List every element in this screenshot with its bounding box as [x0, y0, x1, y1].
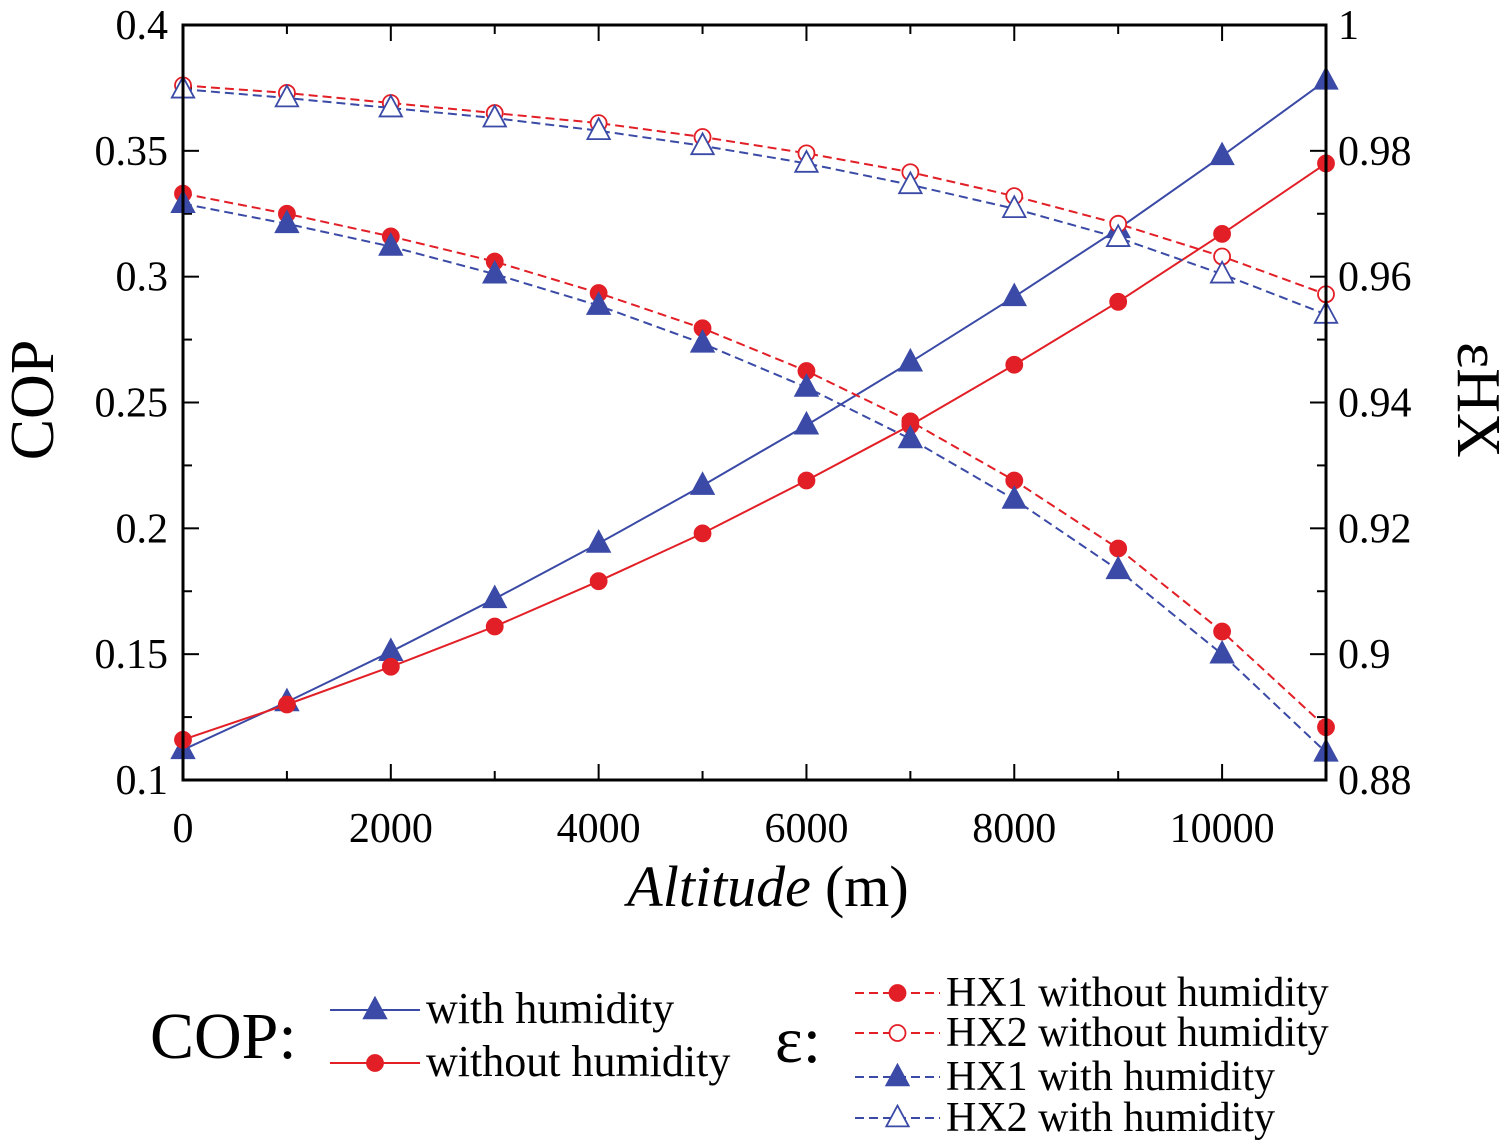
data-point — [793, 149, 820, 173]
data-point — [381, 657, 400, 676]
y-left-tick-label: 0.25 — [95, 381, 169, 427]
data-point — [585, 291, 612, 315]
data-point — [585, 116, 612, 141]
legend-marker — [888, 984, 907, 1002]
y-right-tick-label: 0.96 — [1338, 255, 1412, 301]
legend-epsilon-item: HX1 without humidity — [946, 970, 1329, 1016]
x-tick-label: 10000 — [1170, 806, 1275, 852]
data-point — [278, 695, 296, 714]
series-line — [182, 202, 1327, 754]
series-cop-with-humidity — [170, 66, 1339, 760]
data-point — [1109, 539, 1128, 558]
data-point — [482, 103, 508, 128]
x-tick-label: 0 — [173, 806, 194, 852]
x-tick-label: 6000 — [764, 806, 848, 852]
plot-series — [170, 66, 1339, 762]
y-right-tick-label: 0.94 — [1338, 381, 1412, 427]
series-line — [182, 88, 1327, 316]
data-point — [689, 471, 716, 495]
x-axis-title: Altitude (m) — [623, 854, 908, 919]
y-right-tick-label: 0.9 — [1338, 632, 1391, 678]
legend-cop-item: with humidity — [426, 984, 674, 1033]
y-right-tick-label: 0.92 — [1338, 506, 1412, 552]
y-axis-left-label: COP — [0, 340, 67, 461]
data-point — [1213, 224, 1231, 243]
data-point — [485, 617, 504, 636]
legend-epsilon-item: HX2 with humidity — [946, 1095, 1275, 1141]
legend-epsilon-item: HX1 with humidity — [946, 1054, 1275, 1100]
y-right-tick-label: 0.98 — [1338, 129, 1412, 175]
data-point — [689, 329, 716, 353]
data-point — [897, 347, 924, 372]
legend-marker — [884, 1103, 911, 1128]
data-point — [693, 524, 712, 543]
data-point — [1001, 282, 1027, 307]
x-axis-unit: (m) — [825, 854, 909, 919]
data-point — [1213, 622, 1231, 641]
y-left-tick-label: 0.2 — [116, 506, 169, 552]
y-left-tick-label: 0.1 — [116, 758, 169, 804]
data-point — [897, 424, 924, 449]
y-left-tick-label: 0.4 — [116, 3, 169, 49]
x-tick-label: 8000 — [972, 806, 1056, 852]
tick-labels: 0 2000 4000 6000 8000 10000 0.1 0.15 0.2 0.25 0.3 0… — [95, 3, 1412, 852]
data-point — [1209, 259, 1235, 284]
series-line — [182, 162, 1327, 741]
series-hx2-without-humidity — [174, 76, 1335, 304]
legend-marker — [884, 1062, 911, 1087]
data-point — [482, 584, 508, 609]
data-point — [1001, 485, 1027, 509]
data-point — [585, 529, 612, 553]
data-point — [793, 410, 820, 435]
data-point — [689, 131, 716, 156]
data-point — [589, 572, 608, 591]
series-hx1-without-humidity — [174, 184, 1335, 737]
legend-cop-title: COP: — [150, 1000, 297, 1073]
data-point — [897, 170, 924, 195]
series-hx1-with-humidity — [170, 189, 1339, 762]
legend-cop-item: without humidity — [426, 1037, 730, 1086]
data-point — [1209, 639, 1235, 664]
data-point — [797, 471, 816, 490]
y-left-tick-label: 0.15 — [95, 632, 169, 678]
legend-marker — [888, 1024, 907, 1042]
data-point — [1105, 223, 1131, 247]
data-point — [274, 83, 300, 108]
legend-epsilon-item: HX2 without humidity — [946, 1010, 1329, 1056]
series-line — [182, 192, 1327, 728]
data-point — [378, 637, 404, 661]
plot-frame — [181, 23, 1328, 782]
y-left-tick-label: 0.3 — [116, 255, 169, 301]
data-point — [378, 93, 404, 118]
x-tick-label: 2000 — [349, 806, 433, 852]
legend-epsilon-title: ε: — [775, 1004, 821, 1077]
legend-marker — [366, 1054, 384, 1072]
series-line — [182, 84, 1327, 296]
data-point — [482, 259, 508, 284]
data-point — [1209, 141, 1235, 166]
y-right-tick-label: 1 — [1338, 3, 1359, 49]
y-axis-right-label: εHX — [1444, 342, 1508, 458]
data-point — [378, 232, 404, 256]
data-point — [1001, 194, 1027, 219]
series-hx2-with-humidity — [170, 74, 1339, 324]
data-point — [274, 209, 300, 234]
axis-ticks — [182, 24, 1327, 781]
data-point — [793, 373, 820, 397]
x-tick-label: 4000 — [557, 806, 641, 852]
x-axis-label: Altitude — [623, 854, 811, 919]
series-cop-without-humidity — [174, 154, 1335, 749]
y-left-tick-label: 0.35 — [95, 129, 169, 175]
series-line — [182, 79, 1327, 751]
data-point — [1105, 555, 1131, 580]
y-right-tick-label: 0.88 — [1338, 758, 1412, 804]
data-point — [1005, 355, 1024, 374]
legend-marker — [362, 995, 388, 1020]
data-point — [1109, 292, 1128, 311]
